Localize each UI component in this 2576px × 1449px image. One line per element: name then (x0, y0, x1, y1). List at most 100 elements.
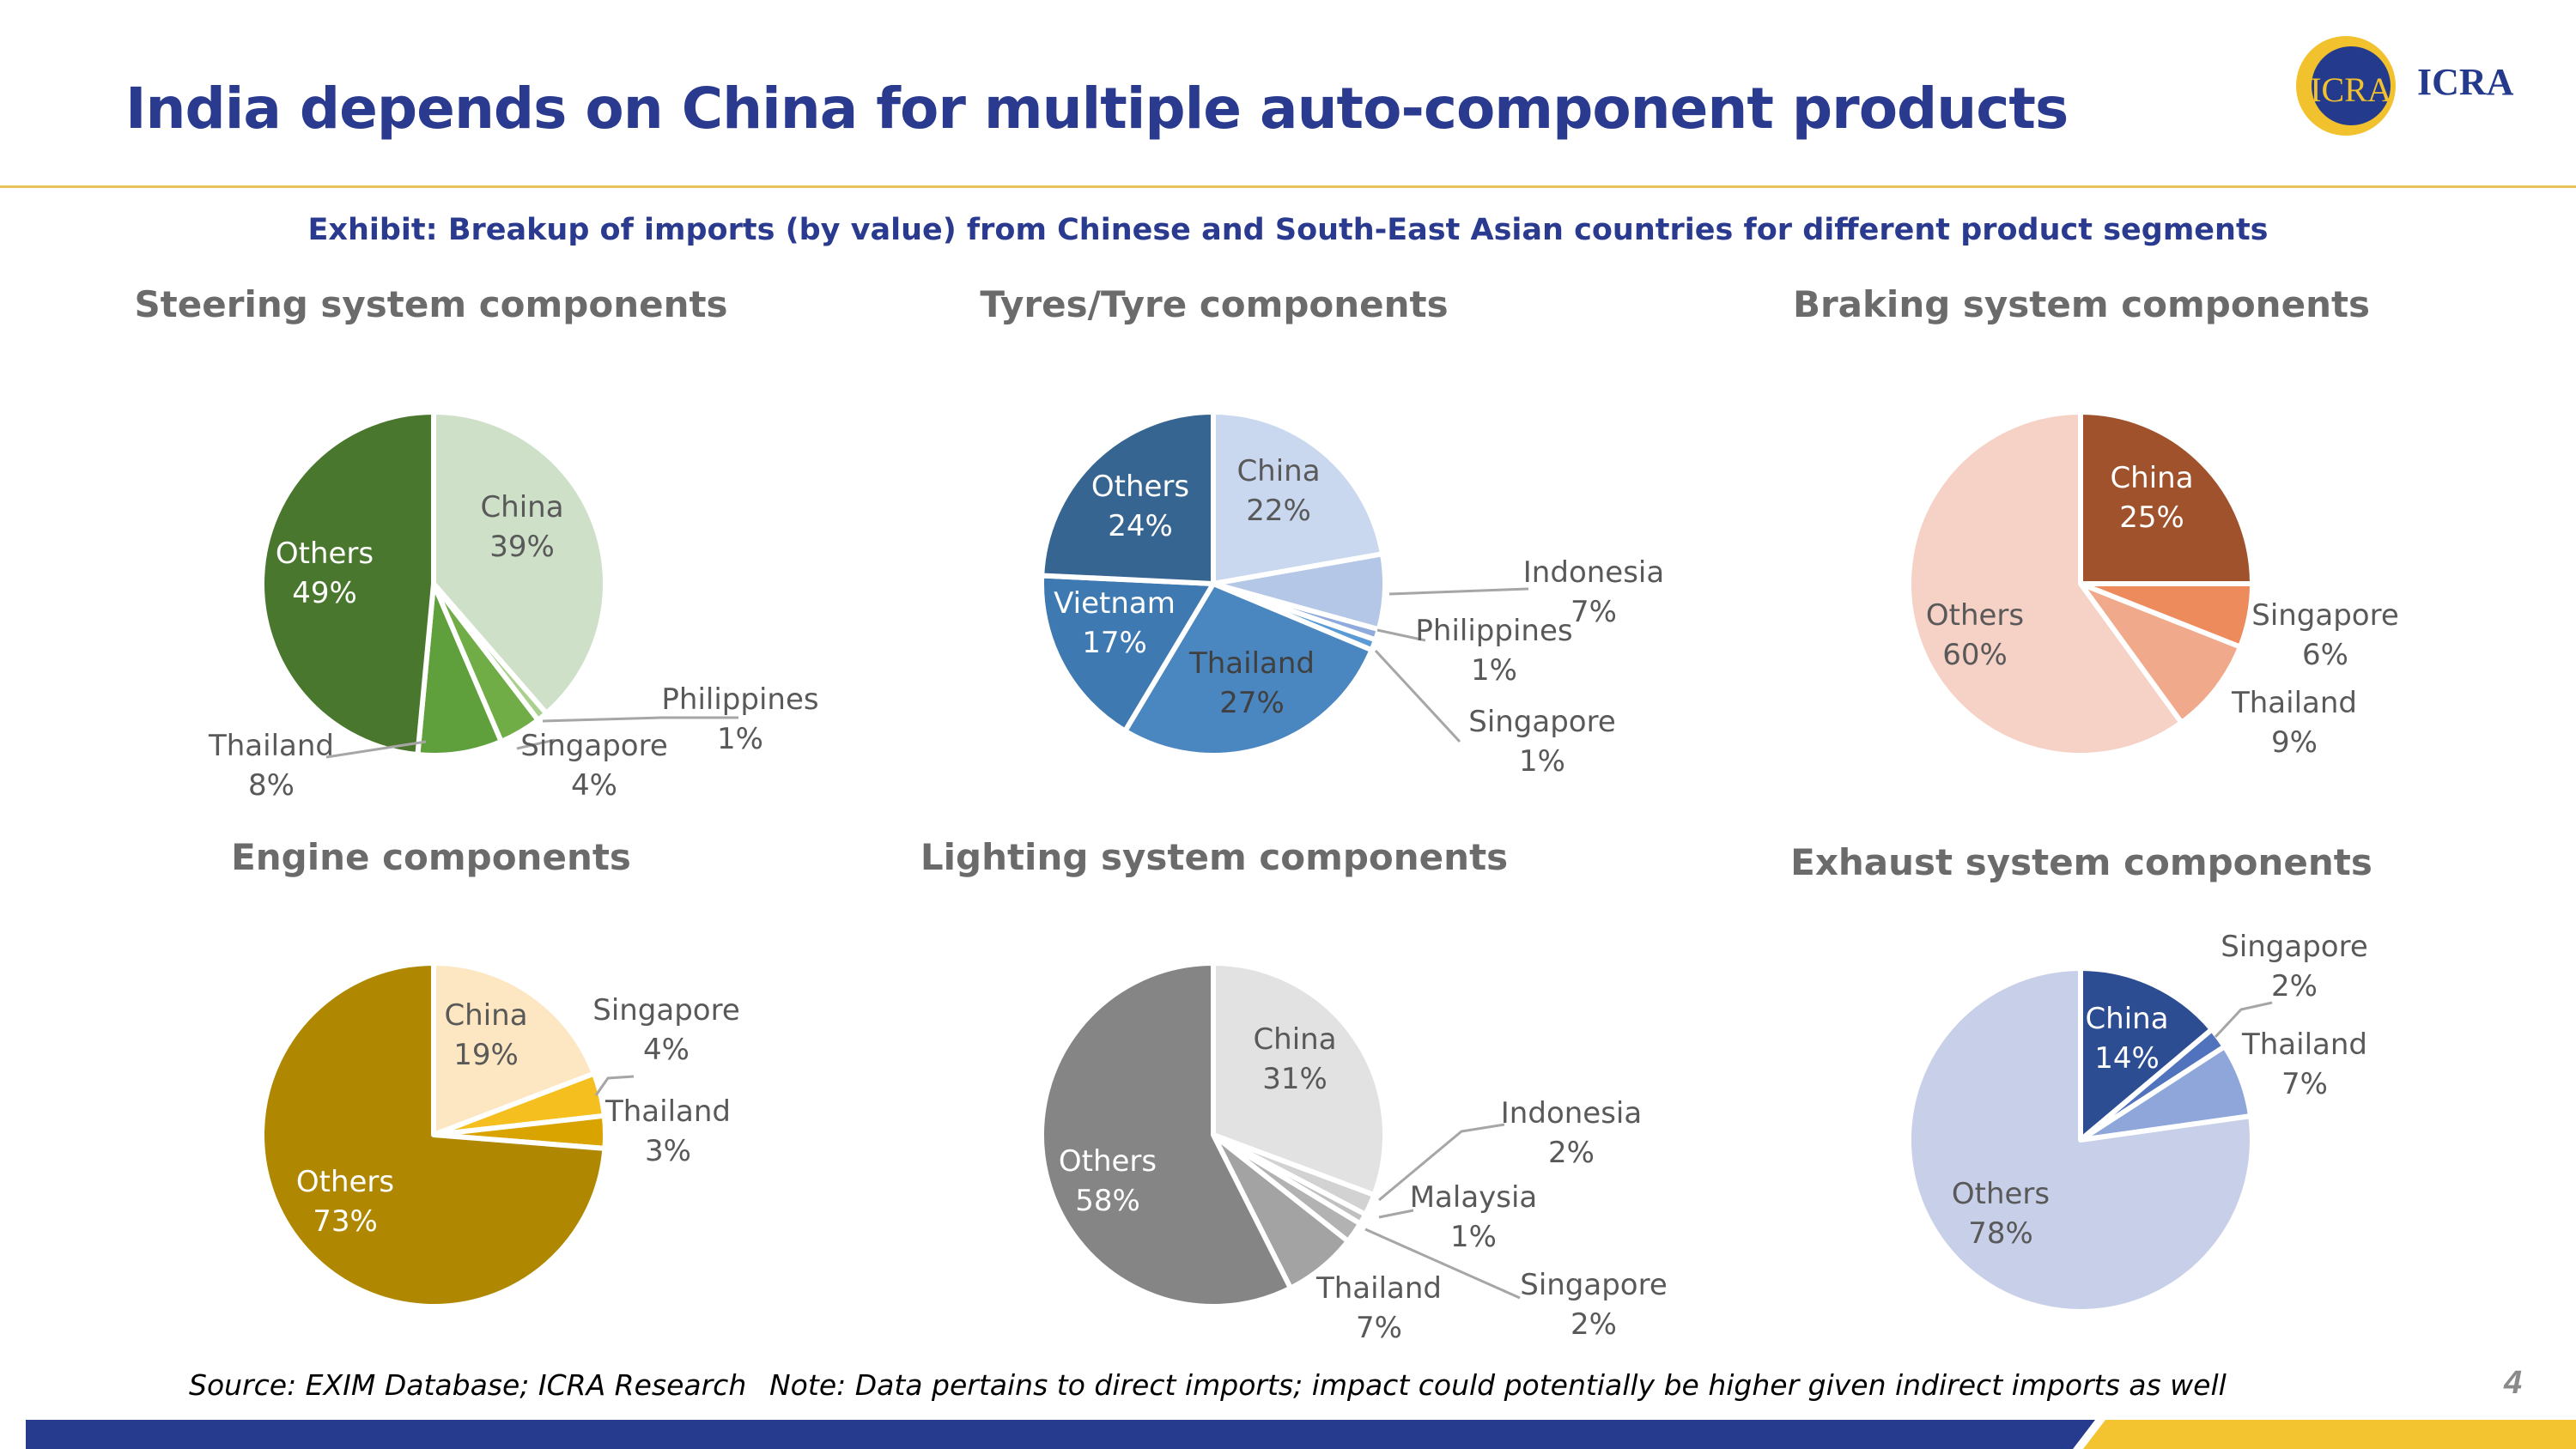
data-value-steering-thailand: 8% (248, 768, 295, 803)
data-label-braking-singapore: Singapore (2251, 598, 2399, 633)
slide-title: India depends on China for multiple auto… (125, 76, 2069, 142)
data-value-exhaust-others: 78% (1968, 1216, 2033, 1251)
data-label-tyres-thailand: Thailand (1188, 646, 1315, 681)
data-value-engine-singapore: 4% (643, 1033, 690, 1067)
data-value-lighting-singapore: 2% (1571, 1307, 1617, 1342)
chart-title-braking: Braking system components (1792, 283, 2371, 325)
data-label-steering-singapore: Singapore (520, 729, 668, 763)
data-value-tyres-singapore: 1% (1519, 744, 1565, 779)
data-label-engine-china: China (444, 998, 527, 1033)
data-value-braking-singapore: 6% (2302, 638, 2348, 672)
leader-line-exhaust-singapore (2214, 1001, 2273, 1039)
pie-slice-braking-thailand (2078, 581, 2243, 725)
data-label-steering-china: China (480, 490, 563, 524)
data-label-tyres-singapore: Singapore (1468, 705, 1616, 739)
pie-slice-lighting-china (1211, 961, 1388, 1198)
data-label-lighting-malaysia: Malaysia (1410, 1180, 1538, 1215)
data-value-steering-others: 49% (292, 576, 357, 610)
footer-blue-band (26, 1420, 2095, 1449)
data-label-tyres-indonesia: Indonesia (1523, 555, 1664, 590)
data-label-steering-philippines: Philippines (661, 682, 818, 717)
pie-slice-exhaust-others (1906, 966, 2255, 1314)
pie-slice-tyres-vietnam (1039, 573, 1216, 734)
data-label-engine-others: Others (296, 1165, 394, 1199)
title-divider (0, 185, 2576, 188)
data-label-tyres-others: Others (1091, 470, 1189, 504)
leader-line-steering-philippines (542, 716, 738, 723)
leader-line-lighting-singapore (1364, 1228, 1521, 1300)
leader-line-engine-singapore (594, 1075, 635, 1096)
data-note: Note: Data pertains to direct imports; i… (769, 1368, 2227, 1402)
data-value-steering-china: 39% (489, 530, 555, 564)
data-value-lighting-china: 31% (1262, 1062, 1327, 1096)
leader-line-lighting-malaysia (1378, 1209, 1414, 1219)
leader-line-tyres-singapore (1374, 649, 1461, 743)
data-value-tyres-vietnam: 17% (1082, 626, 1147, 660)
data-value-lighting-others: 58% (1075, 1184, 1140, 1218)
data-value-braking-thailand: 9% (2271, 725, 2318, 760)
chart-title-tyres: Tyres/Tyre components (980, 283, 1449, 325)
data-value-tyres-others: 24% (1108, 509, 1173, 543)
pie-slice-tyres-thailand (1122, 581, 1375, 758)
data-label-lighting-thailand: Thailand (1315, 1271, 1442, 1306)
page-number: 4 (2504, 1365, 2523, 1401)
pie-slice-engine-china (431, 961, 597, 1137)
pie-slice-engine-others (259, 961, 608, 1309)
data-value-engine-china: 19% (453, 1038, 519, 1072)
data-label-lighting-singapore: Singapore (1520, 1268, 1668, 1302)
data-value-exhaust-singapore: 2% (2271, 969, 2318, 1003)
data-label-braking-china: China (2110, 461, 2193, 495)
pie-slice-tyres-china (1211, 409, 1385, 586)
data-label-lighting-china: China (1253, 1022, 1336, 1057)
data-value-engine-others: 73% (313, 1204, 378, 1239)
data-value-lighting-indonesia: 2% (1548, 1136, 1595, 1170)
logo-blue-disc (2312, 46, 2391, 125)
leader-line-lighting-indonesia (1378, 1123, 1505, 1202)
chart-title-steering: Steering system components (134, 283, 728, 325)
data-label-exhaust-thailand: Thailand (2241, 1028, 2367, 1062)
data-value-exhaust-thailand: 7% (2281, 1067, 2328, 1101)
data-label-lighting-indonesia: Indonesia (1501, 1096, 1642, 1131)
leader-line-tyres-philippines (1376, 628, 1426, 642)
data-value-tyres-indonesia: 7% (1571, 595, 1617, 629)
data-value-lighting-malaysia: 1% (1450, 1220, 1497, 1254)
data-label-braking-thailand: Thailand (2231, 686, 2357, 720)
data-value-steering-singapore: 4% (571, 768, 617, 803)
data-label-steering-thailand: Thailand (208, 729, 334, 763)
chart-title-lighting: Lighting system components (920, 836, 1509, 878)
data-label-tyres-china: China (1236, 454, 1320, 488)
data-value-steering-philippines: 1% (717, 722, 763, 756)
data-label-exhaust-singapore: Singapore (2221, 930, 2368, 964)
pie-slice-lighting-others (1038, 961, 1293, 1309)
data-value-engine-thailand: 3% (645, 1134, 691, 1168)
pie-slice-braking-china (2078, 409, 2255, 586)
source-note: Source: EXIM Database; ICRA Research (189, 1368, 747, 1402)
data-value-tyres-china: 22% (1246, 494, 1311, 528)
data-value-lighting-thailand: 7% (1356, 1311, 1402, 1345)
data-label-exhaust-others: Others (1952, 1177, 2050, 1211)
footer-gold-band (2083, 1420, 2576, 1449)
data-label-engine-singapore: Singapore (592, 993, 740, 1028)
pie-slice-braking-others (1906, 409, 2184, 758)
data-value-braking-china: 25% (2119, 500, 2184, 535)
data-label-tyres-vietnam: Vietnam (1054, 586, 1176, 621)
pie-slice-tyres-others (1039, 409, 1216, 586)
leader-line-steering-singapore (516, 738, 556, 750)
pie-slice-exhaust-china (2078, 966, 2215, 1143)
data-value-braking-others: 60% (1942, 638, 2008, 672)
data-value-exhaust-china: 14% (2094, 1041, 2160, 1076)
pie-slice-steering-others (259, 409, 436, 758)
data-label-braking-others: Others (1926, 598, 2024, 633)
data-value-tyres-thailand: 27% (1219, 686, 1285, 720)
data-value-tyres-philippines: 1% (1471, 653, 1517, 688)
icra-logo: ICRA (2296, 36, 2396, 136)
pie-slice-steering-china (431, 409, 608, 716)
leader-line-tyres-indonesia (1388, 587, 1529, 596)
data-label-steering-others: Others (276, 537, 374, 571)
logo-mark: ICRA (2310, 70, 2392, 109)
chart-title-engine: Engine components (231, 836, 631, 878)
leader-line-steering-thailand (325, 740, 427, 759)
chart-title-exhaust: Exhaust system components (1790, 841, 2372, 883)
data-label-exhaust-china: China (2085, 1002, 2168, 1036)
